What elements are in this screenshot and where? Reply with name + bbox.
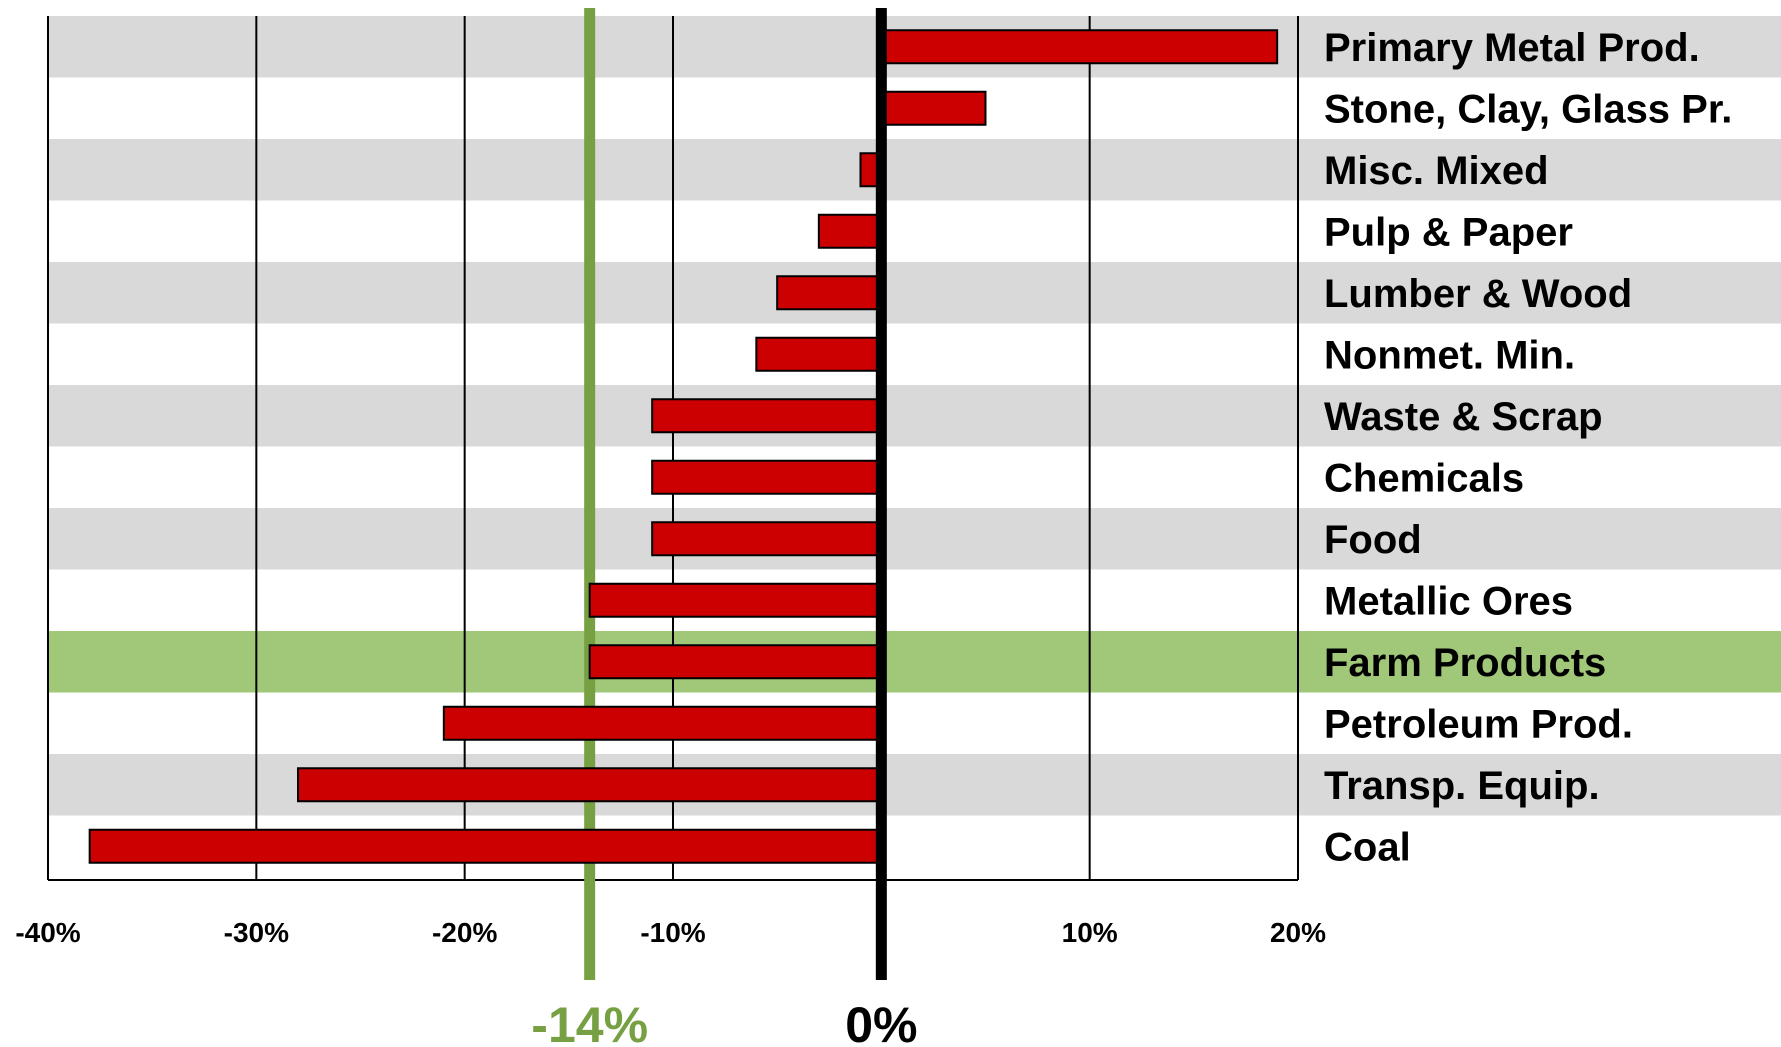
bar — [88, 828, 883, 864]
row-band — [48, 385, 1781, 447]
bar — [651, 459, 883, 495]
category-label: Petroleum Prod. — [1324, 702, 1633, 746]
category-label: Food — [1324, 518, 1422, 562]
bar — [588, 644, 883, 680]
category-label: Nonmet. Min. — [1324, 333, 1575, 377]
category-label: Farm Products — [1324, 641, 1606, 685]
category-label: Waste & Scrap — [1324, 395, 1603, 439]
bar — [297, 767, 883, 803]
bar — [776, 275, 883, 311]
x-tick-label: -30% — [224, 917, 289, 948]
reference-labels: -14% 0% — [531, 997, 917, 1047]
category-label: Coal — [1324, 825, 1411, 869]
category-label: Stone, Clay, Glass Pr. — [1324, 87, 1732, 131]
row-band — [48, 508, 1781, 570]
category-label: Pulp & Paper — [1324, 210, 1573, 254]
x-tick-label: 10% — [1062, 917, 1118, 948]
category-label: Metallic Ores — [1324, 579, 1573, 623]
bar — [651, 398, 883, 434]
category-label: Lumber & Wood — [1324, 272, 1632, 316]
row-bands — [48, 16, 1781, 816]
reference-label: -14% — [531, 997, 648, 1047]
x-tick-label: -10% — [640, 917, 705, 948]
bar — [755, 336, 883, 372]
bar — [442, 705, 883, 741]
row-band — [48, 139, 1781, 201]
x-tick-label: -20% — [432, 917, 497, 948]
category-label: Misc. Mixed — [1324, 149, 1549, 193]
row-band — [48, 262, 1781, 324]
bar — [817, 213, 883, 249]
category-label: Primary Metal Prod. — [1324, 26, 1700, 70]
category-labels: Primary Metal Prod. Stone, Clay, Glass Pr… — [1324, 26, 1732, 870]
x-tick-label: -40% — [15, 917, 80, 948]
bar — [588, 582, 883, 618]
reference-label: 0% — [845, 997, 917, 1047]
category-label: Transp. Equip. — [1324, 764, 1600, 808]
bar — [880, 29, 1279, 65]
row-band — [48, 631, 1781, 693]
category-label: Chemicals — [1324, 456, 1524, 500]
x-tick-labels: -40% -30% -20% -10% 10% 20% — [15, 917, 1326, 948]
bar — [880, 90, 987, 126]
bar — [651, 521, 883, 557]
x-tick-label: 20% — [1270, 917, 1326, 948]
